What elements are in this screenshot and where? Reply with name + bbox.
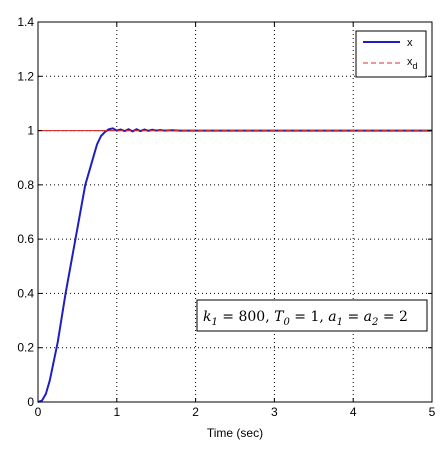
series-layer [37,127,432,403]
x-tick-label: 4 [350,405,357,419]
y-tick-label: 1.2 [17,69,34,83]
y-tick-label: 1 [27,124,34,138]
x-tick-label: 1 [113,405,120,419]
legend-label-x: x [407,37,413,49]
annot-a1: a [328,309,336,325]
annot-t-sub: 0 [283,317,290,328]
y-tick-label: 0.6 [17,232,34,246]
plot-frame [37,21,433,403]
y-tick-label: 0 [27,395,34,409]
legend-x-text: x [407,37,413,49]
annotation-text: k1 = 800, T0 = 1, a1 = a2 = 2 [203,309,408,328]
x-tick-label: 3 [271,405,278,419]
y-tick-labels: 0 0.2 0.4 0.6 0.8 1 1.2 1.4 [17,15,34,409]
legend: x xd [355,30,427,78]
annotation-box [196,299,428,332]
annot-k-val: = 800, [218,309,274,325]
annot-a2: a [364,309,372,325]
annot-a1-sub: 1 [337,317,343,328]
x-tick-label: 2 [192,405,199,419]
annot-eq: = [343,309,364,325]
annot-a2-sub: 2 [371,317,378,328]
annot-t-val: = 1, [290,309,328,325]
x-tick-label: 0 [35,405,42,419]
series-line-x [37,127,432,403]
x-tick-labels: 0 1 2 3 4 5 [35,405,436,419]
annot-a2-val: = 2 [378,309,408,325]
legend-label-xd: xd [407,56,418,71]
y-tick-label: 1.4 [17,15,34,29]
legend-xd-text: x [407,56,413,68]
x-axis-label: Time (sec) [207,426,263,440]
axis-ticks [37,21,433,403]
annot-t: T [274,309,285,325]
annot-k-sub: 1 [211,317,217,328]
y-tick-label: 0.2 [17,341,34,355]
y-tick-label: 0.8 [17,178,34,192]
parameter-annotation: k1 = 800, T0 = 1, a1 = a2 = 2 [196,299,428,332]
x-tick-label: 5 [429,405,436,419]
y-tick-label: 0.4 [17,286,34,300]
plot-area [38,22,432,402]
legend-box [355,30,427,78]
grid-lines [38,22,432,402]
legend-xd-subscript: d [413,61,418,71]
annot-k: k [203,309,211,325]
